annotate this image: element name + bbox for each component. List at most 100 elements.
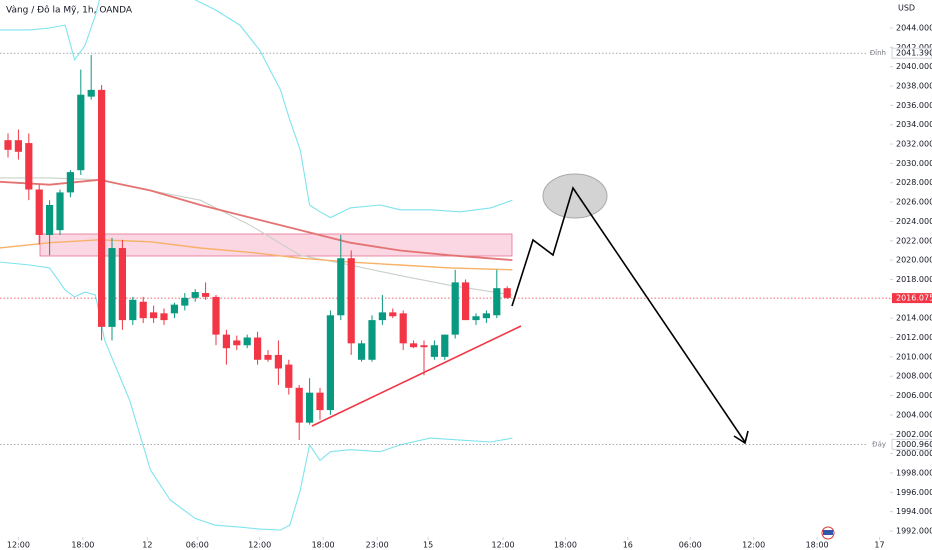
y-tick-label: 2034.000 <box>896 120 932 129</box>
trend-line <box>311 325 522 427</box>
candle-body <box>493 288 501 316</box>
flag-icon-fill <box>823 530 833 535</box>
x-tick-label: 15 <box>423 541 433 550</box>
candle-body <box>409 343 418 348</box>
candle-body <box>253 337 262 360</box>
indicator-line <box>0 0 513 219</box>
y-tick-label: 1996.000 <box>896 488 932 497</box>
x-tick-label: 18:00 <box>312 541 335 550</box>
candle-body <box>420 345 428 348</box>
candle-body <box>305 392 314 423</box>
y-tick-label: 2038.000 <box>896 82 932 91</box>
candle-body <box>25 143 33 190</box>
candle-body <box>451 282 459 335</box>
y-tick-label: 2006.000 <box>896 391 932 400</box>
drawings <box>311 173 835 540</box>
x-tick-label: 23:00 <box>366 541 389 550</box>
candle-body <box>170 304 179 314</box>
x-tick-label: 12:00 <box>742 541 765 550</box>
candle-body <box>264 354 272 360</box>
price-label: 2016.075 <box>896 294 932 303</box>
candle-body <box>150 312 158 319</box>
chart-title: Vàng / Đô la Mỹ, 1h, OANDA <box>6 5 133 16</box>
target-ellipse <box>542 173 608 219</box>
candle-body <box>399 313 407 344</box>
candle-body <box>212 296 220 335</box>
price-name: Đỉnh <box>870 49 886 57</box>
y-tick-label: 1992.000 <box>896 527 932 536</box>
y-tick-label: 2040.000 <box>896 62 932 71</box>
x-tick-label: 17 <box>874 541 884 550</box>
candle-body <box>472 316 480 321</box>
y-tick-label: 2032.000 <box>896 140 932 149</box>
indicator-line <box>0 177 513 296</box>
candle-body <box>181 297 189 306</box>
y-tick-label: 2014.000 <box>896 314 932 323</box>
y-tick-label: 2010.000 <box>896 352 932 361</box>
price-label-box <box>892 293 932 304</box>
y-tick-label: 1998.000 <box>896 468 932 477</box>
currency: USD <box>898 4 915 13</box>
price-name-box <box>868 48 890 59</box>
candle-body <box>87 89 95 97</box>
candle-body <box>357 343 366 360</box>
candle-body <box>98 89 106 327</box>
indicator-line <box>0 178 513 261</box>
candle-body <box>139 301 147 319</box>
x-tick-label: 12:00 <box>7 541 30 550</box>
x-tick-label: 18:00 <box>554 541 577 550</box>
candle-body <box>191 292 199 298</box>
x-tick-label: 18:00 <box>71 541 94 550</box>
price-name-box <box>868 439 890 450</box>
candle-body <box>295 387 303 423</box>
x-tick-label: 12 <box>142 541 152 550</box>
candle-body <box>430 345 438 357</box>
candle-body <box>378 312 386 321</box>
candle-body <box>129 299 137 321</box>
candle-body <box>368 320 376 360</box>
x-tick-label: 18:00 <box>806 541 829 550</box>
candle-body <box>35 189 43 235</box>
candle-body <box>118 248 127 321</box>
y-tick-label: 2018.000 <box>896 275 932 284</box>
x-tick-label: 16 <box>623 541 633 550</box>
y-tick-label: 1994.000 <box>896 507 932 516</box>
candle-body <box>243 337 251 346</box>
y-tick-label: 2024.000 <box>896 217 932 226</box>
candle-body <box>316 392 324 411</box>
y-tick-label: 2036.000 <box>896 101 932 110</box>
candle-body <box>108 248 116 327</box>
y-tick-label: 2026.000 <box>896 198 932 207</box>
y-tick-label: 2022.000 <box>896 236 932 245</box>
candle-body <box>77 94 85 171</box>
price-label-box <box>891 438 932 450</box>
indicator-line <box>0 239 513 271</box>
plot-area <box>0 0 890 531</box>
candle-body <box>66 172 75 193</box>
x-tick-label: 12:00 <box>248 541 271 550</box>
y-tick-label: 2042.000 <box>896 43 932 52</box>
path-arrow <box>511 186 746 443</box>
price-label: 2041.390 <box>896 49 932 58</box>
candle-body <box>503 288 511 298</box>
y-tick-label: 2008.000 <box>896 372 932 381</box>
candle-body <box>4 140 12 150</box>
y-tick-label: 2004.000 <box>896 410 932 419</box>
candle-body <box>46 204 54 235</box>
price-label-box <box>891 47 932 59</box>
candle-body <box>285 364 293 388</box>
candle-body <box>347 258 355 344</box>
y-tick-label: 2012.000 <box>896 333 932 342</box>
candle-body <box>160 313 168 321</box>
y-tick-label: 2002.000 <box>896 430 932 439</box>
y-tick-label: 2044.000 <box>896 23 932 32</box>
candle-body <box>389 312 397 317</box>
candle-body <box>274 354 282 369</box>
candle-body <box>56 192 64 231</box>
price-name: Đáy <box>872 440 886 448</box>
y-tick-label: 2028.000 <box>896 178 932 187</box>
arrow-head <box>733 430 749 445</box>
candle-body <box>233 340 241 346</box>
y-tick-label: 2000.000 <box>896 449 932 458</box>
